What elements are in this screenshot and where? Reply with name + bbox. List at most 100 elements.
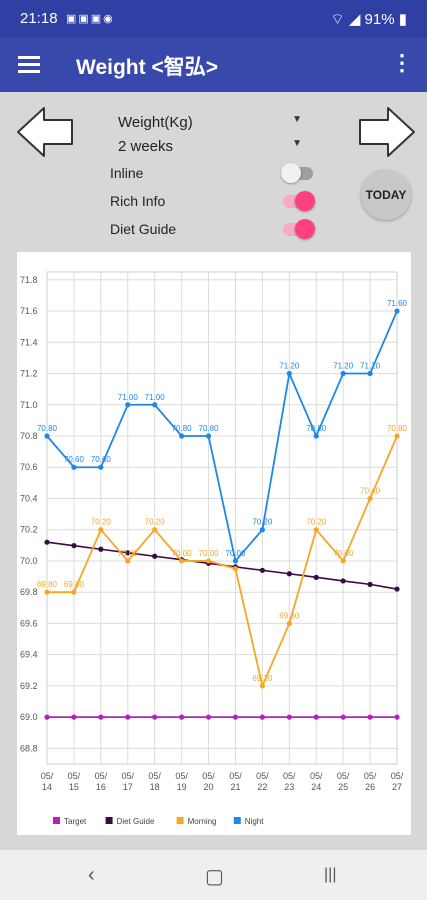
target-point xyxy=(286,714,292,720)
morning-line xyxy=(47,435,398,689)
signal-icon: ◢ xyxy=(348,11,361,28)
morning-point xyxy=(71,589,77,595)
night-data-label: 71.20 xyxy=(360,362,381,371)
menu-icon[interactable] xyxy=(18,53,40,75)
diet-guide-point xyxy=(313,574,319,580)
morning-point xyxy=(232,566,239,572)
y-tick-label: 71.2 xyxy=(20,369,38,379)
night-point xyxy=(367,370,373,377)
night-data-label: 71.20 xyxy=(279,362,300,371)
morning-data-label: 70.00 xyxy=(199,549,220,558)
morning-point xyxy=(205,558,212,564)
diet-guide-point xyxy=(394,586,400,592)
morning-point xyxy=(340,558,346,564)
morning-data-label: 70.40 xyxy=(360,486,381,495)
target-point xyxy=(367,714,373,720)
period-select[interactable]: 2 weeks ▼ xyxy=(118,138,302,155)
y-tick-label: 69.2 xyxy=(20,681,38,691)
morning-data-label: 70.20 xyxy=(145,518,166,527)
night-point xyxy=(71,464,77,470)
period-value: 2 weeks xyxy=(118,138,174,155)
y-tick-label: 69.0 xyxy=(20,712,38,722)
x-tick-label: 21 xyxy=(230,782,240,792)
diet-guide-switch[interactable] xyxy=(281,219,315,239)
morning-data-label: 69.80 xyxy=(64,580,85,589)
x-tick-label: 19 xyxy=(177,782,187,792)
diet-guide-point xyxy=(71,543,77,549)
diet-guide-point xyxy=(340,578,346,584)
dropdown-caret-icon: ▼ xyxy=(292,114,302,125)
more-options-icon[interactable]: ⋮ xyxy=(391,50,413,75)
home-icon[interactable]: ▢ xyxy=(205,866,224,888)
legend-swatch-diet-guide xyxy=(105,817,113,824)
legend-swatch-morning xyxy=(176,817,184,824)
x-tick-label: 26 xyxy=(365,782,375,792)
x-tick-label: 05/ xyxy=(229,771,242,781)
night-data-label: 70.60 xyxy=(64,455,85,464)
target-point xyxy=(394,714,400,720)
prev-arrow-icon[interactable] xyxy=(16,106,76,158)
night-data-label: 70.80 xyxy=(172,424,193,433)
legend-label-target: Target xyxy=(64,817,87,826)
y-tick-label: 71.8 xyxy=(20,275,38,285)
y-tick-label: 69.4 xyxy=(20,650,38,660)
today-button[interactable]: TODAY xyxy=(361,170,411,220)
morning-point xyxy=(152,527,158,533)
y-tick-label: 71.4 xyxy=(20,337,38,347)
morning-data-label: 69.80 xyxy=(37,580,58,589)
y-tick-label: 70.2 xyxy=(20,525,38,535)
target-point xyxy=(98,714,104,720)
night-point xyxy=(232,558,239,564)
status-time: 21:18 xyxy=(20,10,58,27)
morning-point xyxy=(367,495,373,502)
morning-point xyxy=(125,558,131,564)
x-tick-label: 23 xyxy=(284,782,294,792)
night-data-label: 70.80 xyxy=(199,424,220,433)
morning-data-label: 70.80 xyxy=(387,424,408,433)
controls-panel: Weight(Kg) ▼ 2 weeks ▼ Inline Rich Info … xyxy=(0,92,427,252)
diet-guide-point xyxy=(286,571,292,577)
x-tick-label: 05/ xyxy=(391,771,404,781)
x-tick-label: 20 xyxy=(204,782,214,792)
x-tick-label: 05/ xyxy=(310,771,323,781)
diet-guide-point xyxy=(367,581,373,587)
morning-point xyxy=(179,558,185,564)
recents-icon[interactable]: ||| xyxy=(324,866,337,883)
morning-point xyxy=(98,527,104,533)
diet-guide-point xyxy=(125,550,131,556)
diet-guide-point xyxy=(259,567,265,573)
page-title: Weight <智弘> xyxy=(76,56,218,79)
x-tick-label: 17 xyxy=(123,782,133,792)
target-point xyxy=(44,714,50,720)
x-tick-label: 22 xyxy=(257,782,267,792)
diet-guide-label: Diet Guide xyxy=(110,221,177,237)
y-tick-label: 71.0 xyxy=(20,400,38,410)
back-icon[interactable]: ‹ xyxy=(88,864,95,886)
morning-data-label: 70.20 xyxy=(306,518,327,527)
diet-guide-point xyxy=(152,553,158,559)
x-tick-label: 18 xyxy=(150,782,160,792)
night-data-label: 70.80 xyxy=(306,424,327,433)
x-tick-label: 25 xyxy=(338,782,348,792)
night-point xyxy=(44,433,50,439)
morning-data-label: 69.20 xyxy=(252,674,273,683)
metric-select[interactable]: Weight(Kg) ▼ xyxy=(118,114,302,131)
y-tick-label: 70.0 xyxy=(20,556,38,566)
x-tick-label: 16 xyxy=(96,782,106,792)
next-arrow-icon[interactable] xyxy=(356,106,416,158)
battery-icon: ▮ xyxy=(398,11,407,28)
x-tick-label: 05/ xyxy=(122,771,135,781)
night-point xyxy=(286,370,292,377)
night-point xyxy=(125,402,131,408)
morning-data-label: 70.00 xyxy=(172,549,193,558)
x-tick-label: 05/ xyxy=(148,771,161,781)
inline-switch[interactable] xyxy=(281,163,315,183)
battery-level: 91% xyxy=(364,11,395,28)
weight-chart: 68.8 69.0 69.2 69.4 69.6 69.8 70.0 70.2 70.4 70.6… xyxy=(17,252,411,835)
rich-info-switch[interactable] xyxy=(281,191,315,211)
night-data-label: 70.00 xyxy=(225,549,246,558)
x-tick-label: 15 xyxy=(69,782,79,792)
status-bar: 21:18 ▣▣▣◉ ⌔ ◢ 91% ▮ xyxy=(0,0,427,38)
target-point xyxy=(259,714,265,720)
morning-data-label: 69.60 xyxy=(279,611,300,620)
